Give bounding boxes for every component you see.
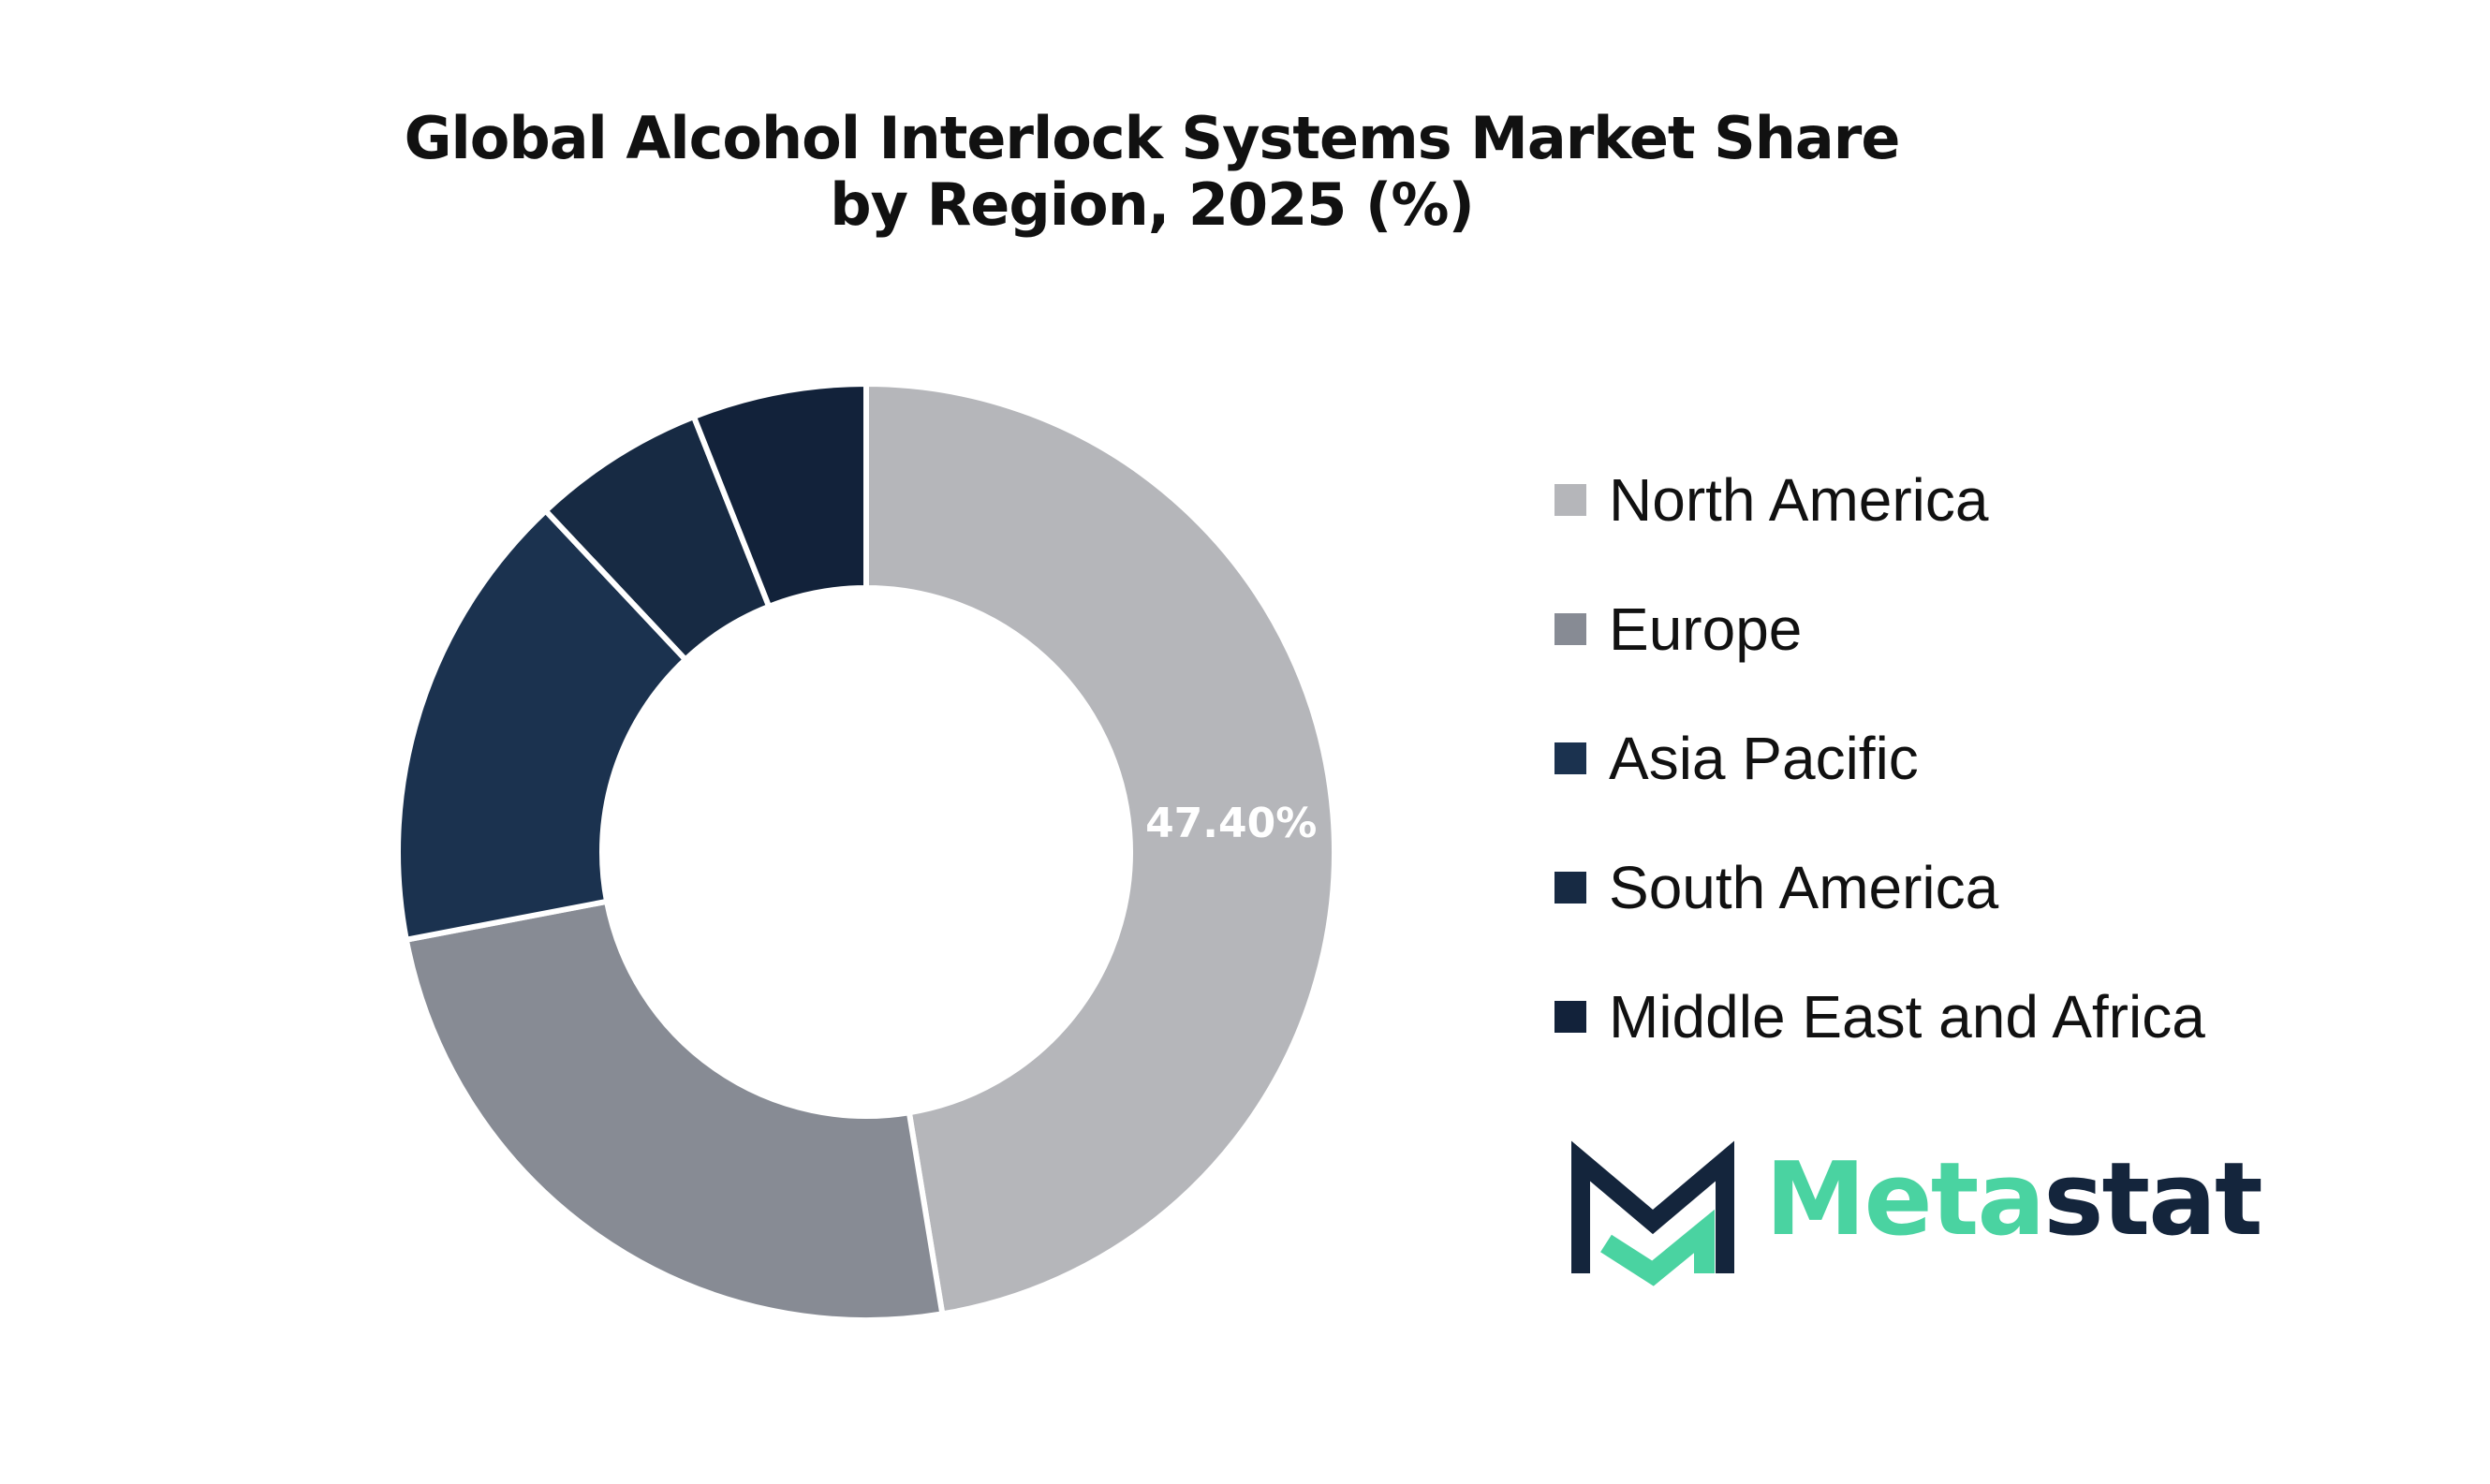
- donut-slices: [395, 380, 1337, 1323]
- data-label-north-america: 47.40%: [1145, 800, 1317, 847]
- legend-item-europe: Europe: [1554, 565, 2205, 694]
- chart-legend: North America Europe Asia Pacific South Ame…: [1554, 435, 2205, 1081]
- legend-label: Europe: [1609, 595, 1803, 663]
- legend-label: Asia Pacific: [1609, 725, 1919, 792]
- metastat-logo: Metastat: [1554, 1124, 2266, 1292]
- legend-label: Middle East and Africa: [1609, 983, 2205, 1051]
- legend-swatch: [1554, 484, 1586, 516]
- metastat-logo-mark-icon: [1571, 1140, 1734, 1286]
- donut-data-labels: 47.40%: [1145, 800, 1317, 847]
- metastat-logo-text: Metastat: [1765, 1150, 2263, 1251]
- legend-item-middle-east-and-africa: Middle East and Africa: [1554, 952, 2205, 1081]
- donut-slice-europe: [403, 898, 946, 1323]
- legend-item-asia-pacific: Asia Pacific: [1554, 694, 2205, 823]
- legend-label: North America: [1609, 466, 1989, 534]
- legend-swatch: [1554, 1001, 1586, 1033]
- legend-label: South America: [1609, 854, 1999, 921]
- donut-slice-asia-pacific: [395, 507, 690, 944]
- legend-swatch: [1554, 872, 1586, 904]
- legend-item-south-america: South America: [1554, 823, 2205, 952]
- logo-text-meta: Meta: [1765, 1141, 2045, 1258]
- legend-swatch: [1554, 742, 1586, 774]
- donut-chart: 47.40%: [395, 380, 1337, 1323]
- legend-swatch: [1554, 613, 1586, 645]
- legend-item-north-america: North America: [1554, 435, 2205, 565]
- donut-slice-north-america: [863, 380, 1337, 1317]
- donut-slice-middle-east-and-africa: [690, 380, 869, 610]
- logo-text-stat: stat: [2043, 1141, 2262, 1258]
- chart-title: Global Alcohol Interlock Systems Market …: [404, 104, 1901, 240]
